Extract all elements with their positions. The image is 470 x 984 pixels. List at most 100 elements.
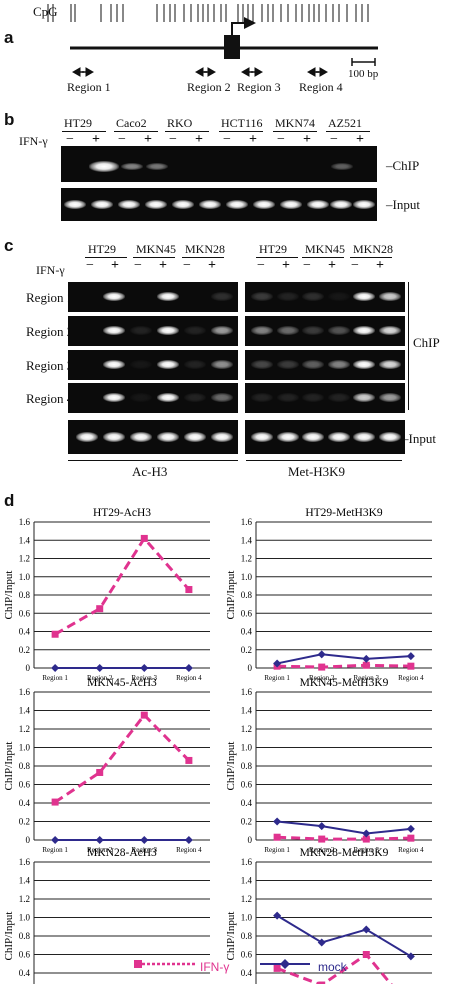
tss-arrow [231,22,246,35]
y-tick-label: 1.6 [241,857,253,867]
promoter-box [224,35,240,59]
x-tick-label: Region 1 [42,846,68,854]
x-tick-label: Region 2 [309,674,335,682]
chart-title: MKN28-MetH3K9 [300,847,389,859]
panel-b-plus: + [195,132,203,147]
antibody-left: Ac-H3 [132,464,168,479]
chart-title: MKN28-AcH3 [87,847,157,859]
legend-mock-label: mock [318,960,347,974]
series-mock-point [317,822,326,831]
series-ifn-point [140,711,148,719]
series-ifn-point [96,605,104,613]
gel-c-left-row [68,383,238,413]
series-mock-point [184,664,193,672]
series-mock-point [95,836,104,844]
gel-c-right-row [245,350,405,380]
panel-c-minus: − [303,258,311,273]
y-tick-label: 0.2 [241,817,252,827]
series-ifn-line [277,835,411,841]
primer-arrow [306,67,316,77]
series-mock-point [406,952,415,961]
panel-c-treatment: IFN-γ [36,263,65,277]
chart: HT29-AcH3 0 0.2 0.4 0.6 0.8 1.0 1.2 1.4 1.6 ChIP/I… [3,507,210,682]
y-tick-label: 1.4 [241,876,253,886]
series-mock-point [362,925,371,934]
y-tick-label: 0.8 [19,931,31,941]
panel-b-cell-label: Caco2 [116,116,147,130]
y-tick-label: 1.0 [241,572,253,582]
chart: MKN45-AcH3 0 0.2 0.4 0.6 0.8 1.0 1.2 1.4 1.6 ChIP/… [3,677,210,854]
y-tick-label: 1.6 [19,517,31,527]
panel-c-cell-label-right: MKN28 [353,242,394,256]
series-mock-point [406,824,415,833]
region-2-label: Region 2 [187,80,231,94]
y-tick-label: 0.2 [19,817,30,827]
y-tick-label: 1.2 [19,894,30,904]
y-tick-label: 1.4 [19,535,31,545]
gel-c-left-row [68,316,238,346]
chart-title: HT29-MetH3K9 [305,507,383,519]
panel-b-minus: − [277,132,285,147]
series-mock-line [277,820,411,835]
y-tick-label: 0.6 [241,950,253,960]
tss-arrowhead [244,17,256,29]
series-mock-point [95,664,104,672]
y-axis-label: ChIP/Input [3,571,15,620]
series-ifn-point [185,586,193,594]
series-mock-point [140,664,149,672]
gel-c-left-input [68,420,238,454]
panel-c-minus: − [134,258,142,273]
series-mock-point [184,836,193,844]
panel-b-cell-underline [165,131,209,132]
y-tick-label: 0.2 [241,645,252,655]
panel-c-cell-underline [302,257,344,258]
panel-c-plus: + [282,258,290,273]
series-mock-point [406,652,415,661]
chart: MKN28-MetH3K900.20.40.60.81.01.21.41.6Ch… [225,847,432,984]
y-tick-label: 0 [248,835,253,845]
series-ifn-point [318,835,326,843]
panel-b-cell-label: HT29 [64,116,92,130]
panel-c-cell-underline [350,257,392,258]
y-axis-label: ChIP/Input [3,912,15,961]
chart-title: MKN45-MetH3K9 [300,677,389,689]
panel-c-plus: + [328,258,336,273]
y-tick-label: 1.4 [241,706,253,716]
series-ifn-point [318,663,326,671]
panel-b-minus: − [66,132,74,147]
y-tick-label: 0.4 [19,968,31,978]
panel-c-minus: − [183,258,191,273]
region-3-label: Region 3 [237,80,281,94]
series-ifn-point [96,768,104,776]
series-mock-point [273,911,282,920]
y-axis-label: ChIP/Input [3,742,15,791]
y-tick-label: 0.8 [241,931,253,941]
x-tick-label: Region 4 [176,846,202,854]
series-mock-point [362,829,371,838]
panel-c-chip-label: ChIP [413,335,440,350]
series-mock-point [273,817,282,826]
series-mock-point [51,664,60,672]
series-ifn-point [51,630,59,638]
gel-c-right-input [245,420,405,454]
x-tick-label: Region 1 [264,846,290,854]
panel-b-cell-label: AZ521 [328,116,362,130]
x-tick-label: Region 2 [87,846,113,854]
panel-c-cell-label-left: MKN28 [185,242,226,256]
y-tick-label: 0 [248,663,253,673]
panel-c-plus: + [208,258,216,273]
panel-b-cell-underline [326,131,370,132]
y-tick-label: 1.0 [241,743,253,753]
gel-b-input [61,188,377,221]
panel-b-plus: + [303,132,311,147]
panel-c-plus: + [111,258,119,273]
region-4-label: Region 4 [299,80,343,94]
y-tick-label: 0.4 [19,627,31,637]
panel-b-minus: − [330,132,338,147]
series-mock-point [317,650,326,659]
panel-b-plus: + [356,132,364,147]
x-tick-label: Region 4 [398,674,424,682]
series-mock-point [140,836,149,844]
y-tick-label: 1.2 [241,894,252,904]
y-tick-label: 1.0 [19,572,31,582]
